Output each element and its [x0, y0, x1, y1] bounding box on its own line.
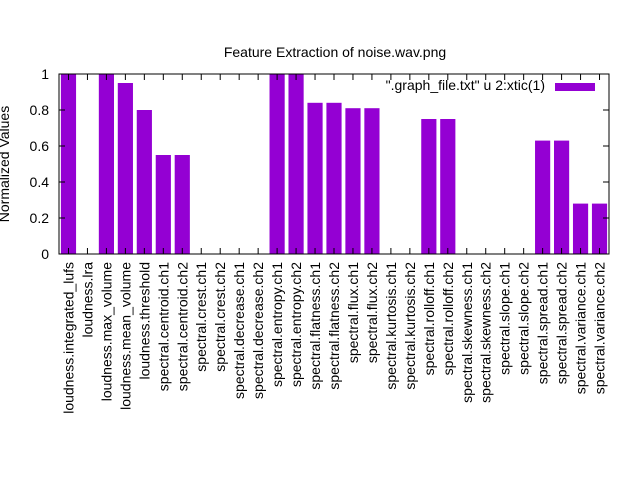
y-tick-label: 0.8	[30, 102, 50, 118]
x-tick-label: loudness.integrated_lufs	[60, 262, 76, 414]
bar-spectral-variance-ch2	[591, 203, 608, 254]
bar-spectral-spread-ch1	[535, 140, 551, 254]
x-tick-label: spectral.spread.ch2	[554, 262, 570, 384]
x-tick-label: spectral.rolloff.ch2	[440, 262, 456, 376]
x-tick-label: spectral.flux.ch2	[364, 262, 380, 363]
y-tick-label: 0	[41, 246, 49, 262]
x-tick-label: loudness.lra	[79, 262, 95, 338]
bar-spectral-flatness-ch2	[326, 102, 342, 254]
bar-spectral-flatness-ch1	[307, 102, 323, 254]
x-tick-label: spectral.crest.ch1	[193, 262, 209, 372]
bar-loudness-threshold	[136, 110, 152, 254]
bar-spectral-flux-ch1	[345, 108, 361, 254]
x-tick-label: loudness.mean_volume	[117, 262, 133, 410]
x-tick-label: spectral.decrease.ch2	[250, 262, 266, 399]
bar-loudness-max-volume	[98, 74, 114, 254]
x-tick-label: spectral.flatness.ch2	[326, 262, 342, 390]
chart-title: Feature Extraction of noise.wav.png	[224, 44, 446, 60]
bar-spectral-centroid-ch1	[155, 155, 171, 254]
y-tick-label: 0.2	[30, 210, 50, 226]
x-tick-label: spectral.centroid.ch1	[155, 262, 171, 391]
x-tick-label: spectral.centroid.ch2	[174, 262, 190, 391]
x-tick-label: spectral.variance.ch2	[592, 262, 608, 395]
x-tick-label: spectral.entropy.ch2	[288, 262, 304, 387]
y-tick-label: 1	[41, 66, 49, 82]
y-tick-label: 0.4	[30, 174, 50, 190]
y-tick-label: 0.6	[30, 138, 50, 154]
x-tick-label: spectral.slope.ch1	[497, 262, 513, 375]
bar-spectral-variance-ch1	[572, 203, 589, 254]
x-tick-label: spectral.variance.ch1	[573, 262, 589, 395]
x-tick-label: spectral.kurtosis.ch2	[402, 262, 418, 390]
x-tick-label: spectral.slope.ch2	[516, 262, 532, 375]
legend-label: ".graph_file.txt" u 2:xtic(1)	[386, 77, 545, 93]
bar-spectral-entropy-ch1	[269, 74, 285, 254]
x-tick-label: spectral.entropy.ch1	[269, 262, 285, 387]
plot-frame	[58, 73, 610, 255]
x-tick-label: spectral.crest.ch2	[212, 262, 228, 372]
bar-loudness-mean-volume	[117, 83, 133, 254]
legend: ".graph_file.txt" u 2:xtic(1)	[386, 77, 595, 93]
y-axis-label: Normalized Values	[0, 106, 12, 222]
x-tick-label: spectral.spread.ch1	[535, 262, 551, 384]
bar-spectral-centroid-ch2	[174, 155, 190, 254]
bar-spectral-rolloff-ch1	[421, 119, 437, 254]
x-tick-label: loudness.threshold	[136, 262, 152, 380]
y-axis-ticks: 0 0.2 0.4 0.6 0.8 1	[30, 66, 609, 262]
x-tick-label: spectral.flux.ch1	[345, 262, 361, 363]
x-tick-label: spectral.flatness.ch1	[307, 262, 323, 390]
bar-spectral-entropy-ch2	[288, 74, 304, 254]
bar-spectral-flux-ch2	[364, 108, 380, 254]
x-axis-ticks: loudness.integrated_lufs loudness.lra loud…	[60, 74, 608, 414]
x-tick-label: spectral.skewness.ch1	[459, 262, 475, 403]
bar-spectral-spread-ch2	[554, 140, 570, 254]
x-tick-label: spectral.rolloff.ch1	[421, 262, 437, 376]
bar-series	[60, 74, 608, 254]
x-tick-label: spectral.kurtosis.ch1	[383, 262, 399, 390]
legend-swatch	[555, 83, 595, 91]
bar-spectral-rolloff-ch2	[440, 119, 456, 254]
x-tick-label: spectral.decrease.ch1	[231, 262, 247, 399]
bar-loudness-integrated-lufs	[60, 74, 77, 254]
x-tick-label: loudness.max_volume	[98, 262, 114, 402]
x-tick-label: spectral.skewness.ch2	[478, 262, 494, 403]
